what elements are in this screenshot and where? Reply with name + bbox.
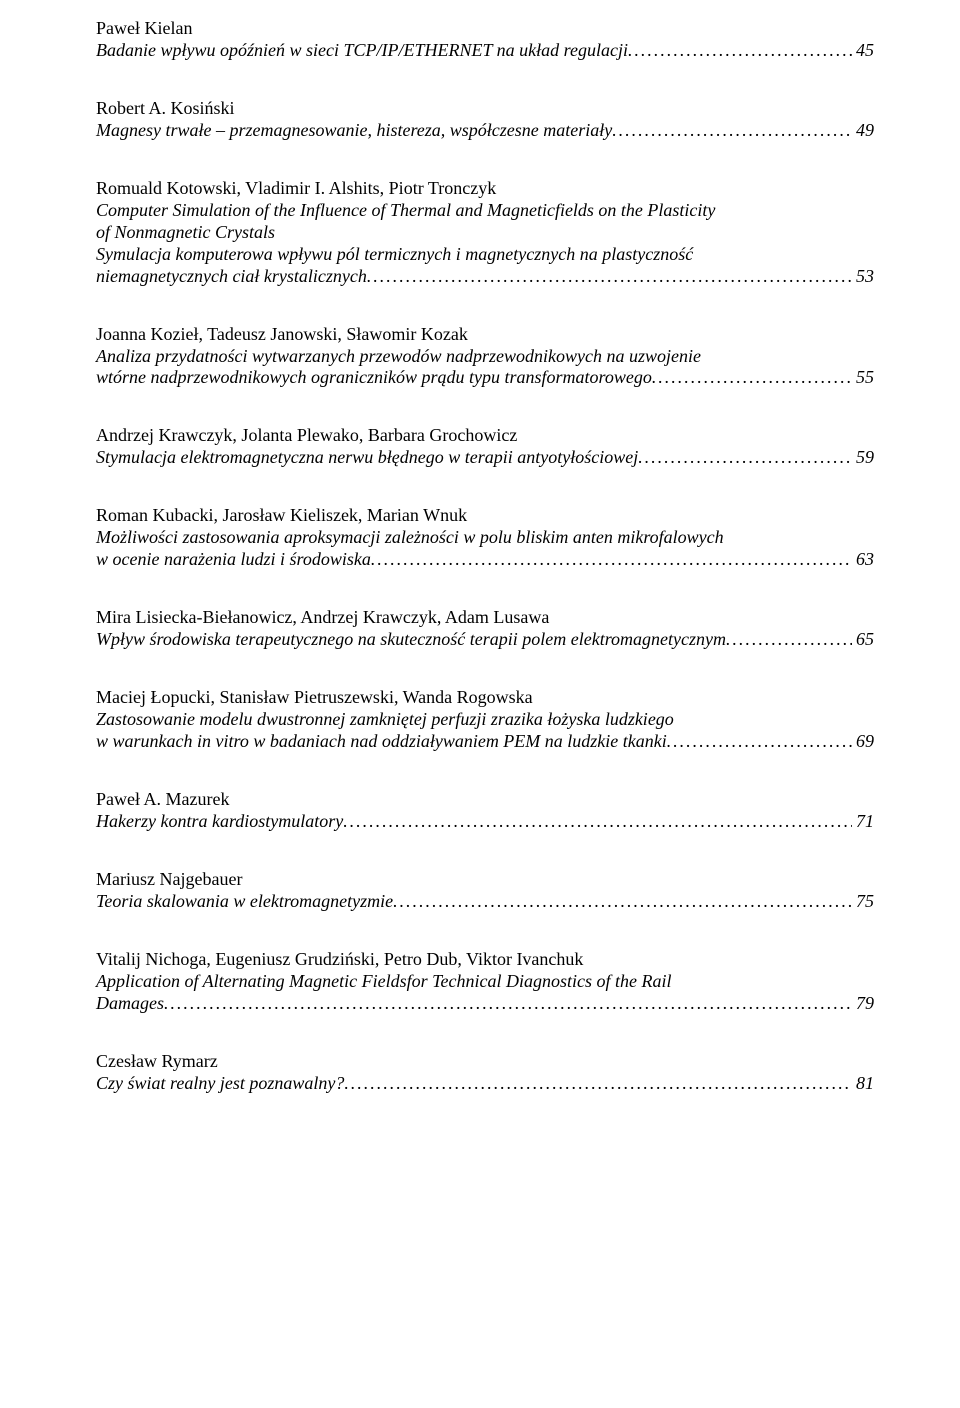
entry-authors: Robert A. Kosiński	[96, 98, 874, 120]
entry-title-line: of Nonmagnetic Crystals	[96, 222, 874, 244]
entry-authors: Mira Lisiecka-Biełanowicz, Andrzej Krawc…	[96, 607, 874, 629]
entry-page: 79	[852, 993, 874, 1015]
entry-authors: Vitalij Nichoga, Eugeniusz Grudziński, P…	[96, 949, 874, 971]
entry-authors: Maciej Łopucki, Stanisław Pietruszewski,…	[96, 687, 874, 709]
entry-title-row: Hakerzy kontra kardiostymulatory 71	[96, 811, 874, 833]
entry-title-row: Badanie wpływu opóźnień w sieci TCP/IP/E…	[96, 40, 874, 62]
toc-entry: Mira Lisiecka-Biełanowicz, Andrzej Krawc…	[96, 607, 874, 651]
entry-title-row: Teoria skalowania w elektromagnetyzmie 7…	[96, 891, 874, 913]
dot-leader	[638, 447, 852, 469]
dot-leader	[393, 891, 852, 913]
dot-leader	[344, 1073, 852, 1095]
entry-title-last: niemagnetycznych ciał krystalicznych	[96, 266, 367, 288]
entry-title-last: wtórne nadprzewodnikowych ograniczników …	[96, 367, 652, 389]
entry-page: 65	[852, 629, 874, 651]
entry-title-line: Zastosowanie modelu dwustronnej zamknięt…	[96, 709, 874, 731]
dot-leader	[612, 120, 852, 142]
entry-authors: Roman Kubacki, Jarosław Kieliszek, Maria…	[96, 505, 874, 527]
entry-title-last: Wpływ środowiska terapeutycznego na skut…	[96, 629, 726, 651]
entry-title-row: w warunkach in vitro w badaniach nad odd…	[96, 731, 874, 753]
toc-entry: Romuald Kotowski, Vladimir I. Alshits, P…	[96, 178, 874, 288]
entry-title-row: Magnesy trwałe – przemagnesowanie, histe…	[96, 120, 874, 142]
entry-title-line: Symulacja komputerowa wpływu pól termicz…	[96, 244, 874, 266]
entry-page: 75	[852, 891, 874, 913]
toc-entry: Robert A. KosińskiMagnesy trwałe – przem…	[96, 98, 874, 142]
toc-container: Paweł KielanBadanie wpływu opóźnień w si…	[96, 18, 874, 1095]
entry-authors: Mariusz Najgebauer	[96, 869, 874, 891]
entry-title-last: Hakerzy kontra kardiostymulatory	[96, 811, 343, 833]
dot-leader	[628, 40, 852, 62]
dot-leader	[726, 629, 852, 651]
entry-title-line: Computer Simulation of the Influence of …	[96, 200, 874, 222]
entry-page: 45	[852, 40, 874, 62]
entry-page: 55	[852, 367, 874, 389]
dot-leader	[343, 811, 852, 833]
entry-page: 53	[852, 266, 874, 288]
entry-title-line: Application of Alternating Magnetic Fiel…	[96, 971, 874, 993]
dot-leader	[367, 266, 852, 288]
toc-entry: Czesław RymarzCzy świat realny jest pozn…	[96, 1051, 874, 1095]
entry-authors: Joanna Kozieł, Tadeusz Janowski, Sławomi…	[96, 324, 874, 346]
entry-title-last: w warunkach in vitro w badaniach nad odd…	[96, 731, 667, 753]
dot-leader	[371, 549, 852, 571]
dot-leader	[667, 731, 852, 753]
entry-title-last: Czy świat realny jest poznawalny?	[96, 1073, 344, 1095]
toc-entry: Roman Kubacki, Jarosław Kieliszek, Maria…	[96, 505, 874, 571]
entry-title-row: niemagnetycznych ciał krystalicznych 53	[96, 266, 874, 288]
entry-title-last: w ocenie narażenia ludzi i środowiska	[96, 549, 371, 571]
entry-title-row: Wpływ środowiska terapeutycznego na skut…	[96, 629, 874, 651]
entry-title-last: Teoria skalowania w elektromagnetyzmie	[96, 891, 393, 913]
toc-entry: Andrzej Krawczyk, Jolanta Plewako, Barba…	[96, 425, 874, 469]
dot-leader	[164, 993, 852, 1015]
toc-entry: Paweł KielanBadanie wpływu opóźnień w si…	[96, 18, 874, 62]
toc-entry: Maciej Łopucki, Stanisław Pietruszewski,…	[96, 687, 874, 753]
toc-entry: Joanna Kozieł, Tadeusz Janowski, Sławomi…	[96, 324, 874, 390]
entry-page: 69	[852, 731, 874, 753]
entry-authors: Czesław Rymarz	[96, 1051, 874, 1073]
entry-title-last: Badanie wpływu opóźnień w sieci TCP/IP/E…	[96, 40, 628, 62]
entry-page: 71	[852, 811, 874, 833]
entry-title-row: Stymulacja elektromagnetyczna nerwu błęd…	[96, 447, 874, 469]
entry-title-line: Analiza przydatności wytwarzanych przewo…	[96, 346, 874, 368]
toc-entry: Paweł A. MazurekHakerzy kontra kardiosty…	[96, 789, 874, 833]
entry-authors: Paweł A. Mazurek	[96, 789, 874, 811]
entry-title-row: w ocenie narażenia ludzi i środowiska 63	[96, 549, 874, 571]
entry-title-last: Damages	[96, 993, 164, 1015]
entry-authors: Paweł Kielan	[96, 18, 874, 40]
entry-authors: Andrzej Krawczyk, Jolanta Plewako, Barba…	[96, 425, 874, 447]
entry-title-line: Możliwości zastosowania aproksymacji zal…	[96, 527, 874, 549]
entry-title-last: Magnesy trwałe – przemagnesowanie, histe…	[96, 120, 612, 142]
entry-page: 59	[852, 447, 874, 469]
entry-authors: Romuald Kotowski, Vladimir I. Alshits, P…	[96, 178, 874, 200]
toc-entry: Vitalij Nichoga, Eugeniusz Grudziński, P…	[96, 949, 874, 1015]
entry-page: 81	[852, 1073, 874, 1095]
dot-leader	[652, 367, 852, 389]
entry-title-row: Czy świat realny jest poznawalny? 81	[96, 1073, 874, 1095]
entry-page: 49	[852, 120, 874, 142]
entry-page: 63	[852, 549, 874, 571]
entry-title-row: wtórne nadprzewodnikowych ograniczników …	[96, 367, 874, 389]
toc-entry: Mariusz NajgebauerTeoria skalowania w el…	[96, 869, 874, 913]
entry-title-last: Stymulacja elektromagnetyczna nerwu błęd…	[96, 447, 638, 469]
entry-title-row: Damages 79	[96, 993, 874, 1015]
